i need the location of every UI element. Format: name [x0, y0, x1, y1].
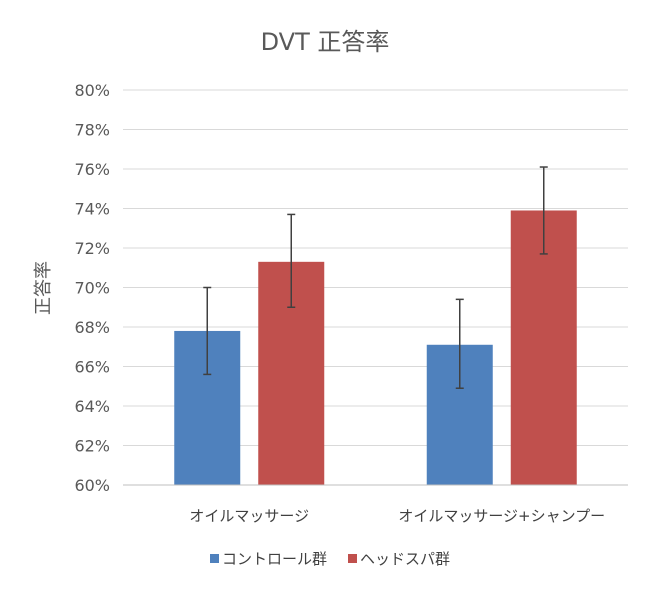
y-tick-label: 72%: [74, 239, 110, 258]
category-labels: オイルマッサージ オイルマッサージ+シャンプー: [189, 507, 605, 525]
y-tick-label: 64%: [74, 397, 110, 416]
y-tick-label: 80%: [74, 81, 110, 100]
legend-swatch: [348, 554, 357, 563]
y-tick-label: 66%: [74, 358, 110, 377]
y-tick-label: 76%: [74, 160, 110, 179]
legend-label: ヘッドスパ群: [360, 550, 450, 568]
y-axis-label: 正答率: [33, 261, 54, 315]
bar: [510, 210, 577, 485]
category-label: オイルマッサージ+シャンプー: [398, 507, 605, 525]
legend-swatch: [210, 554, 219, 563]
y-tick-label: 68%: [74, 318, 110, 337]
bars: [174, 210, 577, 485]
y-tick-label: 74%: [74, 200, 110, 219]
chart-title: DVT 正答率: [261, 28, 390, 56]
legend-label: コントロール群: [222, 550, 327, 568]
y-tick-label: 62%: [74, 437, 110, 456]
y-tick-label: 70%: [74, 279, 110, 298]
legend: コントロール群 ヘッドスパ群: [210, 550, 450, 568]
y-tick-labels: 60% 62% 64% 66% 68% 70% 72% 74% 76% 78% 80%: [74, 81, 110, 495]
category-label: オイルマッサージ: [189, 507, 309, 525]
error-bars: [203, 166, 548, 389]
y-tick-label: 60%: [74, 476, 110, 495]
y-tick-label: 78%: [74, 121, 110, 140]
